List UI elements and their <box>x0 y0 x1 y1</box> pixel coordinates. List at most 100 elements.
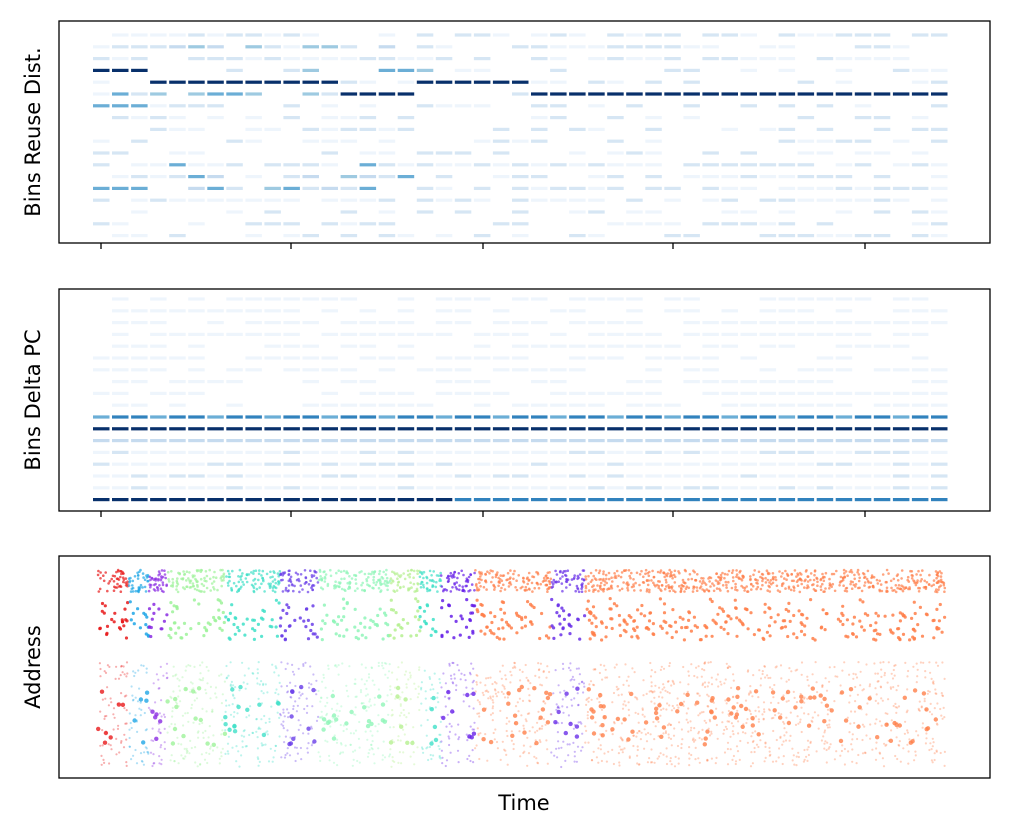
scatter-point <box>319 700 322 703</box>
scatter-point <box>589 571 593 575</box>
scatter-point <box>494 728 497 731</box>
scatter-point <box>851 580 854 584</box>
scatter-point <box>256 682 259 685</box>
scatter-point <box>587 696 591 699</box>
heatmap-cell <box>778 127 796 131</box>
scatter-point <box>173 760 176 763</box>
heatmap-cell <box>378 92 396 96</box>
heatmap-cell <box>131 344 148 348</box>
scatter-point <box>166 570 170 574</box>
scatter-point <box>216 598 220 602</box>
scatter-point <box>194 577 197 581</box>
scatter-point <box>193 716 198 721</box>
scatter-point <box>390 581 393 585</box>
scatter-point <box>861 689 864 692</box>
scatter-point <box>382 740 385 743</box>
scatter-point <box>544 634 549 638</box>
scatter-point <box>651 622 656 626</box>
heatmap-cell <box>150 332 167 336</box>
scatter-point <box>372 581 376 584</box>
scatter-point <box>491 699 494 702</box>
scatter-point <box>884 580 888 584</box>
scatter-point <box>320 710 323 713</box>
scatter-point <box>447 574 450 578</box>
heatmap-cell <box>454 163 472 167</box>
heatmap-cell <box>911 474 929 478</box>
scatter-point <box>625 679 629 682</box>
scatter-point <box>584 590 587 593</box>
scatter-point <box>475 598 479 602</box>
scatter-point <box>843 661 846 664</box>
scatter-point <box>669 572 672 576</box>
scatter-point <box>157 607 161 611</box>
scatter-point <box>476 674 479 677</box>
heatmap-cell <box>759 321 777 325</box>
scatter-point <box>342 606 346 611</box>
scatter-point <box>112 728 115 731</box>
scatter-point <box>851 622 855 626</box>
scatter-point <box>117 724 120 727</box>
scatter-point <box>304 625 308 629</box>
scatter-point <box>394 611 398 615</box>
scatter-point <box>241 661 244 664</box>
scatter-point <box>876 672 880 675</box>
heatmap-cell <box>93 439 110 443</box>
scatter-point <box>904 586 908 589</box>
heatmap-cell <box>892 198 910 202</box>
scatter-point <box>709 576 713 580</box>
scatter-point <box>861 723 865 726</box>
scatter-point <box>624 704 627 707</box>
scatter-point <box>861 738 864 742</box>
scatter-point <box>390 693 393 696</box>
scatter-point <box>929 671 932 674</box>
scatter-point <box>153 589 157 592</box>
scatter-point <box>660 665 663 668</box>
heatmap-cell <box>873 450 891 454</box>
heatmap-cell <box>473 474 491 478</box>
scatter-point <box>425 575 428 579</box>
scatter-point <box>526 764 529 767</box>
scatter-point <box>564 695 567 698</box>
scatter-point <box>542 576 546 580</box>
scatter-point <box>158 687 161 690</box>
heatmap-cell <box>169 498 186 502</box>
scatter-point <box>180 754 183 757</box>
scatter-point <box>223 715 228 720</box>
scatter-point <box>196 686 202 691</box>
scatter-point <box>108 580 112 583</box>
scatter-point <box>394 697 397 700</box>
scatter-point <box>388 579 392 583</box>
scatter-point <box>104 671 108 675</box>
heatmap-cell <box>245 45 262 49</box>
scatter-point <box>770 717 774 720</box>
scatter-point <box>109 697 112 700</box>
scatter-point <box>289 575 293 579</box>
heatmap-cell <box>607 116 624 120</box>
heatmap-cell <box>226 403 243 407</box>
heatmap-cell <box>931 127 948 131</box>
scatter-point <box>240 754 243 757</box>
scatter-point <box>693 624 697 628</box>
heatmap-cell <box>588 186 605 190</box>
scatter-point <box>531 726 534 729</box>
scatter-point <box>449 614 453 618</box>
scatter-point <box>156 588 160 592</box>
scatter-point <box>505 753 508 757</box>
scatter-point <box>863 584 866 587</box>
scatter-point <box>278 570 282 573</box>
scatter-point <box>669 723 672 727</box>
scatter-point <box>764 581 768 584</box>
scatter-point <box>532 686 537 691</box>
scatter-point <box>157 730 160 733</box>
scatter-point <box>790 670 793 673</box>
scatter-point <box>152 762 155 765</box>
scatter-point <box>436 696 439 699</box>
scatter-point <box>224 615 228 619</box>
scatter-point <box>743 586 747 590</box>
scatter-point <box>277 693 280 696</box>
scatter-point <box>455 587 459 591</box>
scatter-point <box>606 676 609 679</box>
heatmap-cell <box>226 332 243 336</box>
scatter-point <box>617 574 620 578</box>
scatter-point <box>98 626 102 630</box>
